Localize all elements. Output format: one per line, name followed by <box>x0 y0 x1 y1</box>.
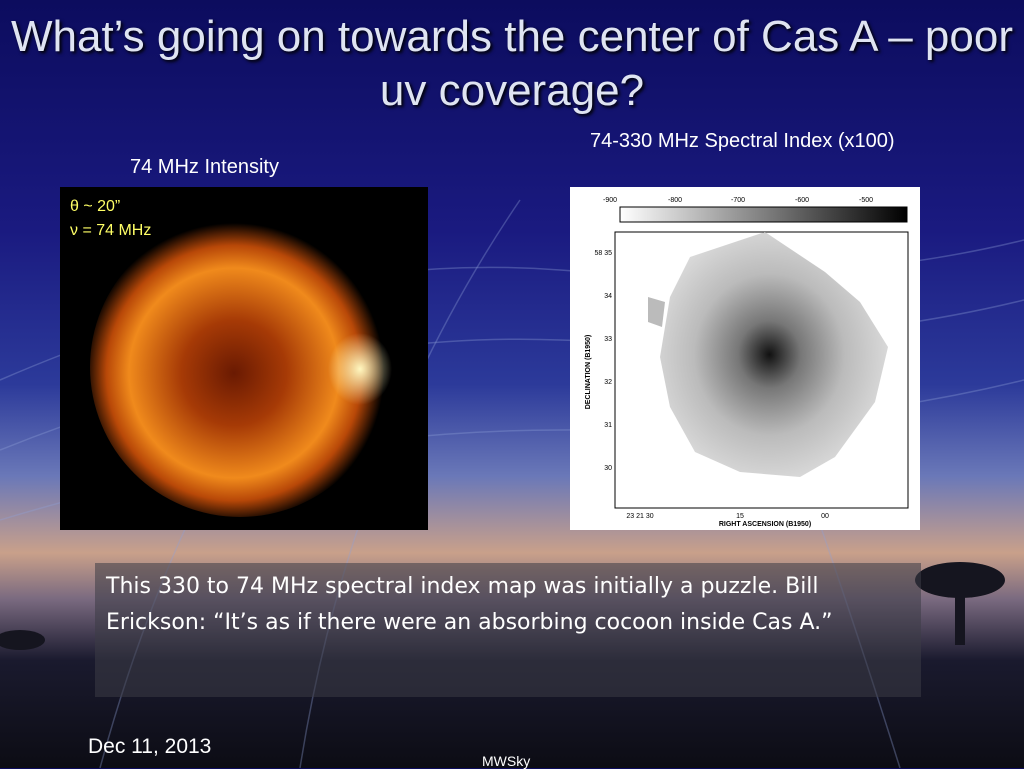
annotation: θ ~ 20” <box>70 198 120 215</box>
right-caption: 74-330 MHz Spectral Index (x100) <box>590 130 895 152</box>
y-tick-label: 58 35 <box>594 250 612 257</box>
colorbar-label: -900 <box>603 197 617 204</box>
colorbar-label: -700 <box>731 197 745 204</box>
left-caption: 74 MHz Intensity <box>130 156 279 178</box>
footer: MWSky <box>482 753 531 769</box>
body-text: This 330 to 74 MHz spectral index map wa… <box>106 574 833 635</box>
y-tick-label: 30 <box>604 465 612 472</box>
y-tick-label: 32 <box>604 379 612 386</box>
y-tick-label: 33 <box>604 336 612 343</box>
colorbar-label: -600 <box>795 197 809 204</box>
colorbar-label: -800 <box>668 197 682 204</box>
x-tick-label: 23 21 30 <box>626 513 653 520</box>
spectral-index-image: -900 -800 -700 -600 -500 58 35 34 33 32 … <box>570 187 920 530</box>
annotation: ν = 74 MHz <box>70 222 151 239</box>
intensity-image: θ ~ 20” ν = 74 MHz <box>60 187 428 530</box>
y-tick-label: 31 <box>604 422 612 429</box>
title: What’s going on towards the center of Ca… <box>10 12 1013 115</box>
y-axis-title: DECLINATION (B1950) <box>585 335 592 410</box>
body-box <box>95 563 921 697</box>
x-tick-label: 00 <box>821 513 829 520</box>
y-tick-label: 34 <box>604 293 612 300</box>
colorbar-label: -500 <box>859 197 873 204</box>
x-tick-label: 15 <box>736 513 744 520</box>
x-axis-title: RIGHT ASCENSION (B1950) <box>719 521 811 528</box>
date: Dec 11, 2013 <box>88 735 212 758</box>
